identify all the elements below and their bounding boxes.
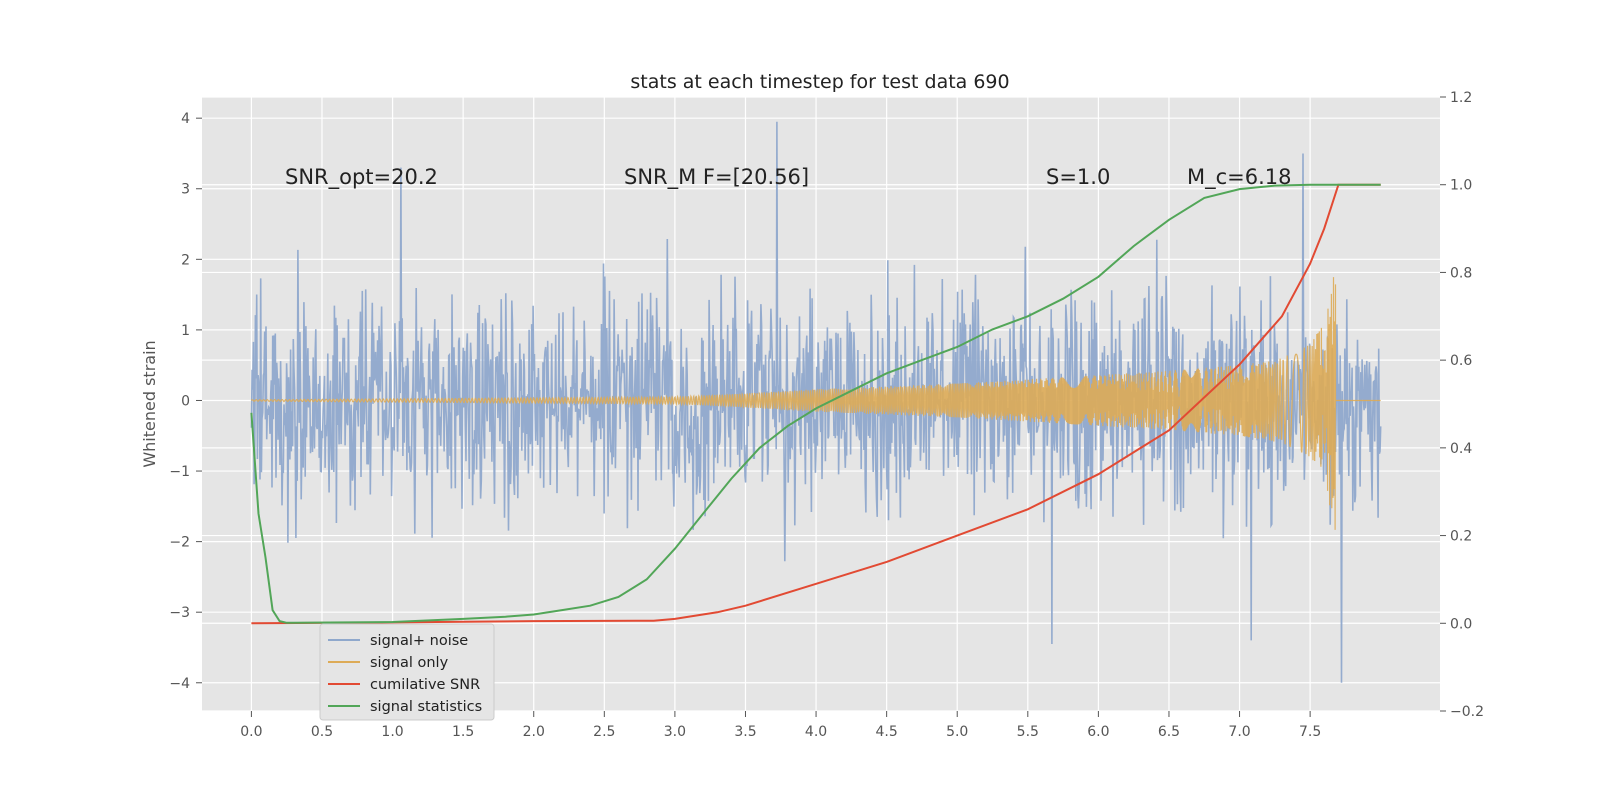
- series-signal-noise-line: [250, 121, 1382, 683]
- x-tick-label: 6.5: [1158, 724, 1180, 740]
- legend-box: [319, 623, 495, 721]
- x-tick-label: 7.5: [1299, 724, 1321, 740]
- y-tick-label: −2: [169, 535, 190, 551]
- series-signal-statistics: [250, 183, 1381, 624]
- legend-label: signal only: [370, 655, 449, 671]
- series-signal-only-line: [250, 277, 1381, 530]
- series-signal-statistics-line: [250, 183, 1381, 624]
- y-tick-label: 2: [181, 252, 190, 268]
- annotation-s: S=1.0: [1046, 165, 1110, 189]
- x-tick-label: 7.0: [1228, 724, 1250, 740]
- legend-label: signal+ noise: [370, 633, 468, 649]
- y-right-tick-label: −0.2: [1450, 704, 1484, 720]
- y-tick-label: 3: [181, 182, 190, 198]
- y-right-tick-label: 0.8: [1450, 265, 1472, 281]
- legend-label: signal statistics: [370, 699, 482, 715]
- x-tick-label: 2.0: [523, 724, 545, 740]
- annotation-snr-opt: SNR_opt=20.2: [285, 165, 438, 190]
- x-tick-label: 1.5: [452, 724, 474, 740]
- series-cumulative-snr-line: [251, 183, 1381, 625]
- x-axis: 0.0 0.5 1.0 1.5 2.0 2.5 3.0 3.5 4.0 4.5 5.0 5.5 6.0 6…: [240, 711, 1321, 740]
- series-signal-noise: [250, 121, 1382, 683]
- y-axis-right: 1.2 1.0 0.8 0.6 0.4 0.2 0.0 −0.2: [1440, 90, 1484, 720]
- annotation-mc: M_c=6.18: [1187, 165, 1292, 190]
- y-tick-label: 0: [181, 393, 190, 409]
- x-tick-label: 2.5: [593, 724, 615, 740]
- y-tick-label: −3: [169, 605, 190, 621]
- y-right-tick-label: 0.4: [1450, 441, 1472, 457]
- x-tick-label: 1.0: [381, 724, 403, 740]
- x-tick-label: 0.5: [311, 724, 333, 740]
- y-right-tick-label: 0.2: [1450, 529, 1472, 545]
- y-right-tick-label: 0.0: [1450, 616, 1472, 632]
- y-tick-label: 1: [181, 323, 190, 339]
- x-tick-label: 3.5: [734, 724, 756, 740]
- x-tick-label: 5.0: [946, 724, 968, 740]
- x-tick-label: 4.0: [805, 724, 827, 740]
- y-right-tick-label: 1.2: [1450, 90, 1472, 106]
- y-right-tick-label: 0.6: [1450, 353, 1472, 369]
- y-tick-label: 4: [181, 111, 190, 127]
- legend: signal+ noise signal only cumilative SNR si…: [319, 623, 495, 721]
- y-axis-left: 4 3 2 1 0 −1 −2 −3 −4: [169, 111, 202, 692]
- series-cumulative-snr: [251, 183, 1381, 625]
- annotation-snr-mf: SNR_M F=[20.56]: [624, 165, 809, 190]
- legend-label: cumilative SNR: [370, 677, 480, 693]
- x-tick-label: 6.0: [1087, 724, 1109, 740]
- x-tick-label: 0.0: [240, 724, 262, 740]
- series-signal-only: [250, 277, 1381, 530]
- x-tick-label: 4.5: [876, 724, 898, 740]
- x-tick-label: 3.0: [664, 724, 686, 740]
- y-axis-label: Whitened strain: [140, 340, 159, 467]
- y-right-tick-label: 1.0: [1450, 178, 1472, 194]
- y-tick-label: −1: [169, 464, 190, 480]
- annotations: SNR_opt=20.2 SNR_M F=[20.56] S=1.0 M_c=6…: [285, 165, 1292, 190]
- x-tick-label: 5.5: [1017, 724, 1039, 740]
- chart-title: stats at each timestep for test data 690: [630, 71, 1009, 93]
- y-tick-label: −4: [169, 676, 190, 692]
